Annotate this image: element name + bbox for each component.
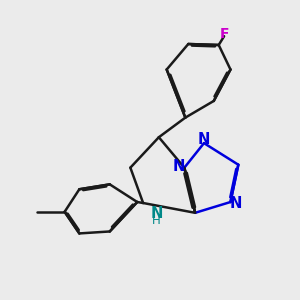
Text: N: N [173, 159, 185, 174]
Text: N: N [230, 196, 242, 211]
Text: F: F [220, 27, 230, 41]
Text: N: N [197, 132, 210, 147]
Text: N: N [150, 206, 163, 221]
Text: H: H [152, 214, 161, 227]
